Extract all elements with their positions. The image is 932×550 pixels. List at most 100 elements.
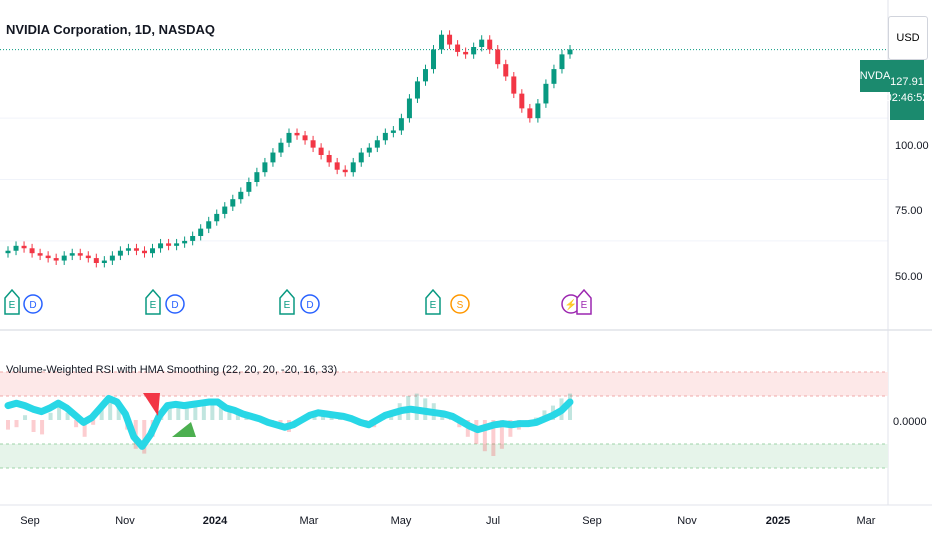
candle-body bbox=[374, 140, 380, 148]
candle-body bbox=[503, 64, 509, 77]
overbought-zone bbox=[0, 372, 888, 396]
candle-body bbox=[487, 39, 493, 50]
candle-body bbox=[182, 240, 188, 244]
candle-body bbox=[77, 253, 83, 256]
volume-rsi-bar bbox=[82, 420, 87, 437]
dividend-marker-icon bbox=[23, 294, 43, 314]
volume-rsi-bar bbox=[142, 420, 147, 454]
candle-body bbox=[13, 245, 19, 251]
earnings-marker-icon bbox=[576, 288, 592, 315]
volume-rsi-bar bbox=[210, 403, 215, 420]
time-axis-label: 2025 bbox=[765, 515, 791, 527]
candle-body bbox=[158, 243, 164, 249]
candle-body bbox=[495, 49, 501, 65]
candle-body bbox=[206, 221, 212, 229]
volume-rsi-bar bbox=[482, 420, 487, 452]
event-marker-letter: D bbox=[29, 300, 36, 311]
time-axis-label: Mar bbox=[299, 515, 319, 527]
candle-body bbox=[551, 69, 557, 84]
candle-body bbox=[350, 162, 356, 173]
volume-rsi-bar bbox=[91, 420, 96, 425]
volume-rsi-bar bbox=[235, 412, 240, 420]
candle-body bbox=[326, 155, 332, 163]
price-axis-label: 50.00 bbox=[895, 271, 923, 283]
time-axis-label: 2024 bbox=[202, 515, 228, 527]
candle-body bbox=[190, 236, 196, 241]
volume-rsi-bar bbox=[193, 405, 198, 420]
candle-body bbox=[150, 248, 156, 254]
volume-rsi-bar bbox=[201, 400, 206, 420]
candle-body bbox=[422, 69, 428, 82]
time-axis-label: Sep bbox=[582, 515, 602, 527]
candle-body bbox=[166, 243, 172, 246]
candle-body bbox=[174, 243, 180, 246]
last-price-value: 127.91 bbox=[890, 75, 924, 88]
candle-body bbox=[382, 132, 388, 141]
volume-rsi-bar bbox=[23, 415, 28, 420]
time-axis-label: Nov bbox=[677, 515, 697, 527]
candle-body bbox=[278, 142, 284, 153]
candle-body bbox=[334, 162, 340, 170]
time-axis-label: Nov bbox=[115, 515, 135, 527]
chart-title: NVIDIA Corporation, 1D, NASDAQ bbox=[6, 22, 215, 37]
candle-body bbox=[214, 213, 220, 222]
event-marker-letter: D bbox=[171, 300, 178, 311]
earnings-marker-icon bbox=[279, 288, 295, 315]
candle-body bbox=[302, 135, 308, 141]
candle-body bbox=[29, 248, 35, 254]
candle-body bbox=[390, 130, 396, 133]
earnings-marker-icon bbox=[4, 288, 20, 315]
indicator-title[interactable]: Volume-Weighted RSI with HMA Smoothing (… bbox=[6, 364, 338, 376]
candle-body bbox=[69, 253, 75, 256]
candle-body bbox=[358, 152, 364, 163]
hma-line bbox=[4, 394, 574, 450]
candle-body bbox=[222, 206, 228, 214]
candle-body bbox=[535, 103, 541, 119]
candle-body bbox=[439, 34, 445, 50]
candle-body bbox=[342, 169, 348, 173]
bar-countdown: 02:46:52 bbox=[885, 92, 929, 104]
volume-rsi-bar bbox=[491, 420, 496, 456]
event-marker-letter: E bbox=[150, 300, 157, 311]
candle-body bbox=[310, 140, 316, 148]
bullish-signal-icon bbox=[172, 422, 196, 437]
candle-body bbox=[294, 132, 300, 136]
candle-body bbox=[455, 44, 461, 52]
volume-rsi-bar bbox=[184, 408, 189, 420]
volume-rsi-bar bbox=[499, 420, 504, 449]
volume-rsi-bar bbox=[508, 420, 513, 437]
time-axis-label: Jul bbox=[485, 515, 501, 527]
price-axis-label: 100.00 bbox=[895, 140, 929, 152]
candle-body bbox=[318, 147, 324, 155]
candle-body bbox=[21, 245, 27, 249]
volume-rsi-bar bbox=[40, 420, 45, 435]
time-axis-label: Mar bbox=[856, 515, 876, 527]
candle-body bbox=[406, 98, 412, 119]
event-marker-letter: ⚡ bbox=[565, 298, 577, 311]
dividend-marker-icon bbox=[165, 294, 185, 314]
candle-body bbox=[238, 191, 244, 200]
dividend-marker-icon bbox=[300, 294, 320, 314]
event-marker-letter: E bbox=[9, 300, 16, 311]
candle-body bbox=[45, 255, 51, 259]
candle-body bbox=[117, 250, 123, 256]
candle-body bbox=[133, 248, 139, 251]
earnings-marker-icon bbox=[145, 288, 161, 315]
candle-body bbox=[254, 172, 260, 182]
event-marker-letter: E bbox=[581, 300, 588, 311]
time-axis-label: May bbox=[390, 515, 412, 527]
candle-body bbox=[511, 76, 517, 94]
indicator-zero-label: 0.0000 bbox=[893, 416, 927, 428]
event-marker-letter: E bbox=[284, 300, 291, 311]
time-axis-label: Sep bbox=[20, 515, 40, 527]
candle-body bbox=[101, 260, 107, 263]
candle-body bbox=[5, 250, 11, 254]
candle-body bbox=[109, 255, 115, 261]
candle-body bbox=[262, 162, 268, 173]
candle-body bbox=[567, 49, 573, 55]
candle-body bbox=[198, 228, 204, 236]
volume-rsi-bar bbox=[65, 412, 70, 420]
volume-rsi-bar bbox=[48, 412, 53, 420]
currency-button[interactable]: USD bbox=[888, 16, 928, 60]
